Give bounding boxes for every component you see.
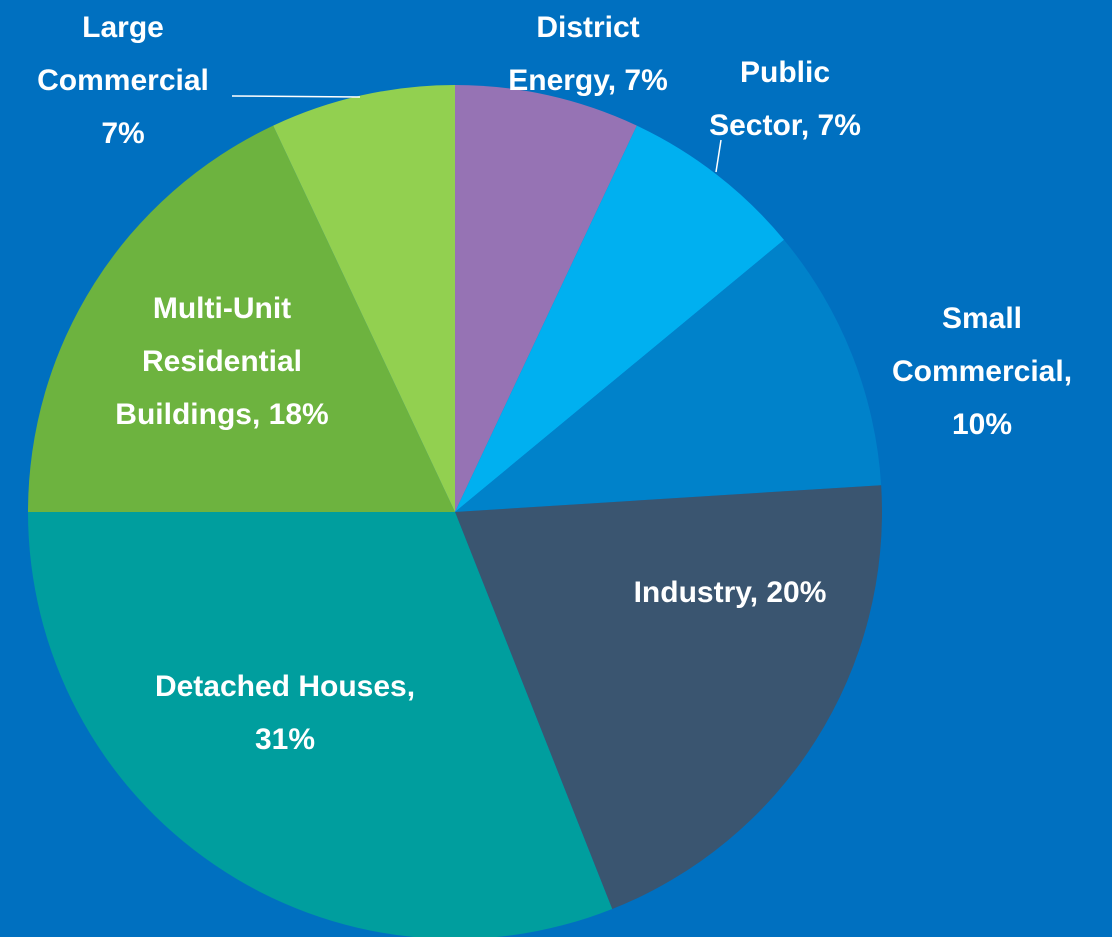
value-label: 7% xyxy=(817,109,861,142)
category-label: Industry, xyxy=(633,576,759,609)
value-label: 10% xyxy=(951,408,1013,441)
pie-slice xyxy=(455,485,882,910)
value-label: 18% xyxy=(268,398,329,431)
value-label: 31% xyxy=(254,723,316,756)
value-label: 7% xyxy=(624,64,668,97)
slice-label: Public Sector, 7% xyxy=(705,46,865,152)
slice-label: Small Commercial, 10% xyxy=(862,292,1102,451)
pie-slice xyxy=(28,125,455,512)
category-label: Multi-Unit Residential Buildings, xyxy=(115,292,303,431)
category-label: Public Sector, xyxy=(709,56,830,142)
category-label: District Energy, xyxy=(508,11,640,97)
pie-slice xyxy=(273,85,455,512)
slice-label: Industry, 20% xyxy=(580,566,880,619)
leader-line xyxy=(231,95,361,98)
pie-slice xyxy=(455,239,882,513)
value-label: 7% xyxy=(101,117,145,150)
category-label: Large Commercial xyxy=(37,11,209,97)
pie-slice xyxy=(28,512,613,937)
leader-line xyxy=(715,139,722,173)
slice-label: Multi-Unit Residential Buildings, 18% xyxy=(112,282,332,441)
pie-slice xyxy=(455,125,785,512)
slice-label: Large Commercial 7% xyxy=(13,1,233,160)
category-label: Small Commercial, xyxy=(891,302,1073,388)
slice-label: Detached Houses, 31% xyxy=(150,660,420,766)
pie-slice xyxy=(455,85,637,512)
slice-label: District Energy, 7% xyxy=(508,1,668,107)
value-label: 20% xyxy=(766,576,827,609)
category-label: Detached Houses, xyxy=(154,670,416,703)
